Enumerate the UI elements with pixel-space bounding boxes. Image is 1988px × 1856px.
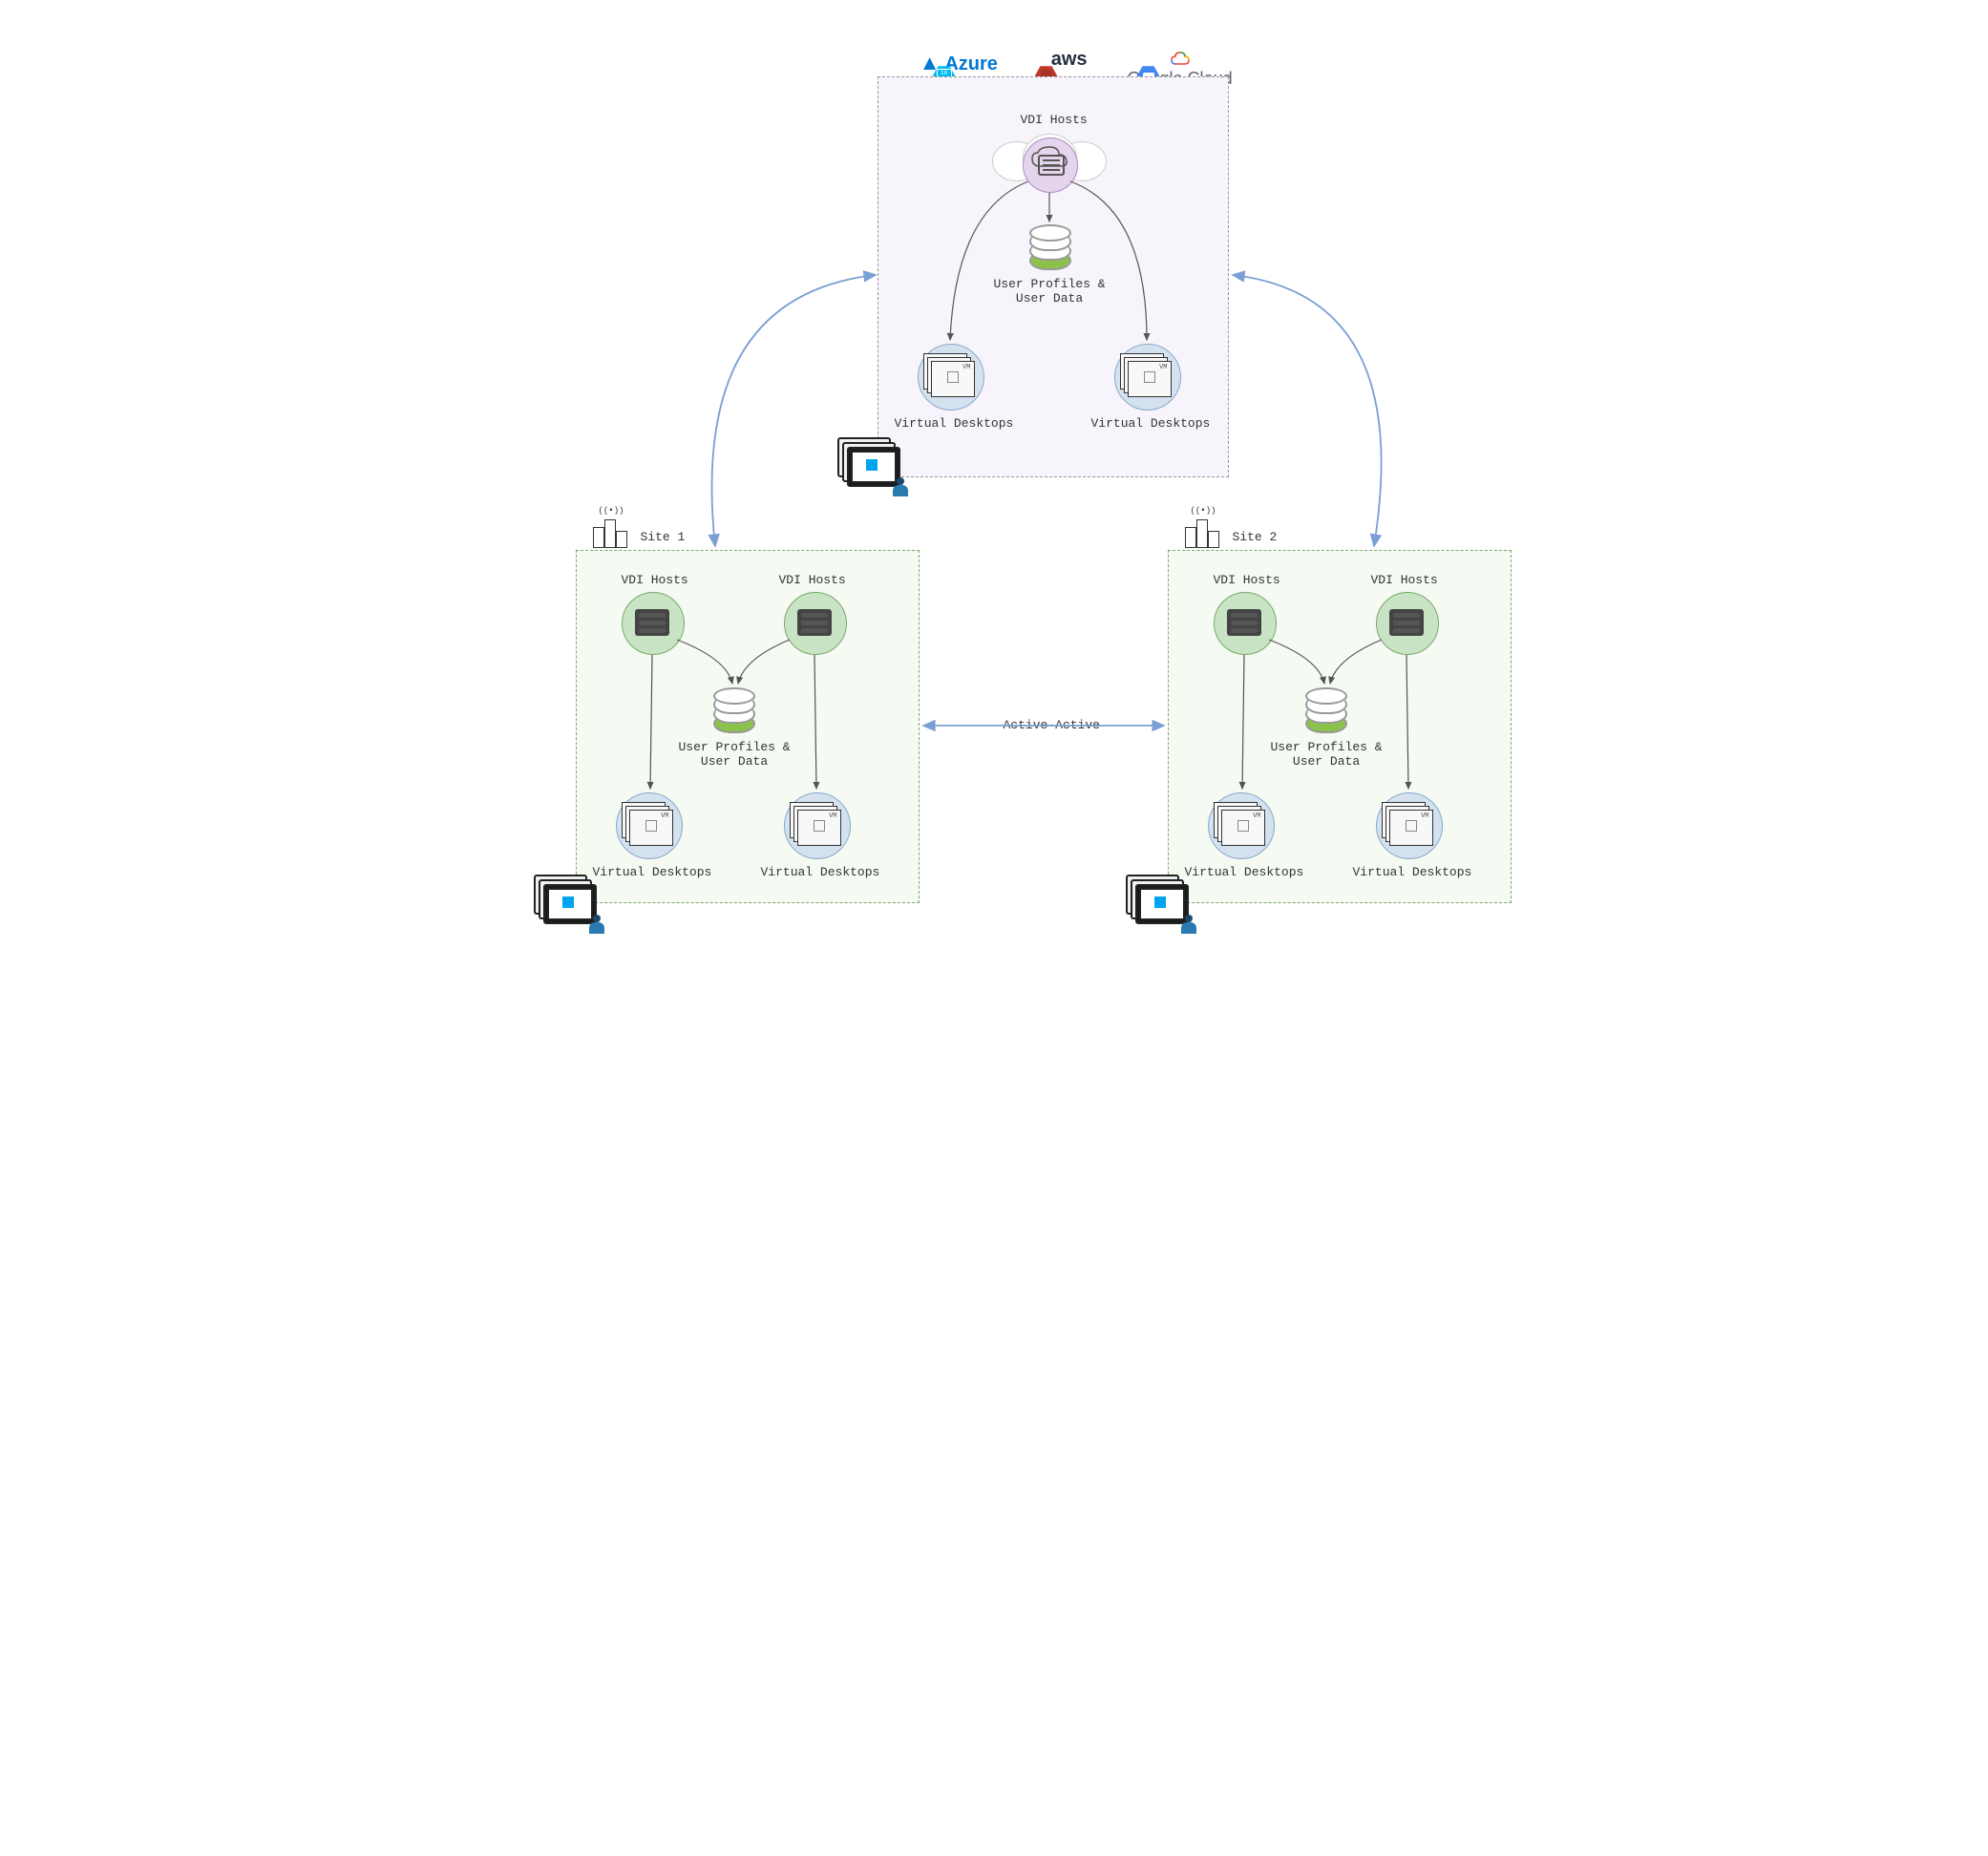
site2-vdi-l-label: VDI Hosts bbox=[1214, 573, 1280, 587]
site2-vdi-r-label: VDI Hosts bbox=[1371, 573, 1438, 587]
site1-vdi-r-label: VDI Hosts bbox=[779, 573, 846, 587]
site2-vdi-r-server bbox=[1389, 609, 1424, 636]
site1-vdi-l-server bbox=[635, 609, 669, 636]
site2-db-label: User Profiles & User Data bbox=[1271, 740, 1383, 769]
site1-vd-l-label: Virtual Desktops bbox=[593, 865, 712, 879]
site2-city-icon: ((•)) bbox=[1185, 514, 1219, 548]
site2-label: Site 2 bbox=[1233, 530, 1278, 544]
cloud-vd-left-label: Virtual Desktops bbox=[895, 416, 1014, 431]
active-active-label: Active-Active bbox=[1004, 718, 1100, 732]
site1-vdi-r-server bbox=[797, 609, 832, 636]
site2-client-stack bbox=[1126, 875, 1200, 936]
site2-db-icon bbox=[1305, 687, 1347, 731]
cloud-db-label: User Profiles & User Data bbox=[994, 277, 1106, 306]
site2-vd-r-stack bbox=[1382, 802, 1435, 848]
site1-city-icon: ((•)) bbox=[593, 514, 627, 548]
cloud-vd-right-label: Virtual Desktops bbox=[1091, 416, 1211, 431]
site1-vd-r-label: Virtual Desktops bbox=[761, 865, 880, 879]
site1-client-stack bbox=[534, 875, 608, 936]
site1-db-label: User Profiles & User Data bbox=[679, 740, 791, 769]
site2-vd-l-stack bbox=[1214, 802, 1267, 848]
site2-vd-l-label: Virtual Desktops bbox=[1185, 865, 1304, 879]
cloud-vdi-hosts-label: VDI Hosts bbox=[1021, 113, 1088, 127]
site1-label: Site 1 bbox=[641, 530, 686, 544]
cloud-vd-left-stack bbox=[923, 353, 977, 399]
site1-db-icon bbox=[713, 687, 755, 731]
cloud-db-icon bbox=[1029, 224, 1071, 268]
cloud-vd-right-stack bbox=[1120, 353, 1174, 399]
site1-vdi-l-label: VDI Hosts bbox=[622, 573, 688, 587]
cloud-client-stack bbox=[837, 437, 912, 498]
site1-vd-l-stack bbox=[622, 802, 675, 848]
diagram-canvas: ▲ Azure aws Google Cloud 1001 VDI Hosts … bbox=[497, 0, 1491, 928]
site2-vd-r-label: Virtual Desktops bbox=[1353, 865, 1472, 879]
cloud-vdi-server-icon bbox=[1038, 155, 1065, 176]
site1-vd-r-stack bbox=[790, 802, 843, 848]
site2-vdi-l-server bbox=[1227, 609, 1261, 636]
